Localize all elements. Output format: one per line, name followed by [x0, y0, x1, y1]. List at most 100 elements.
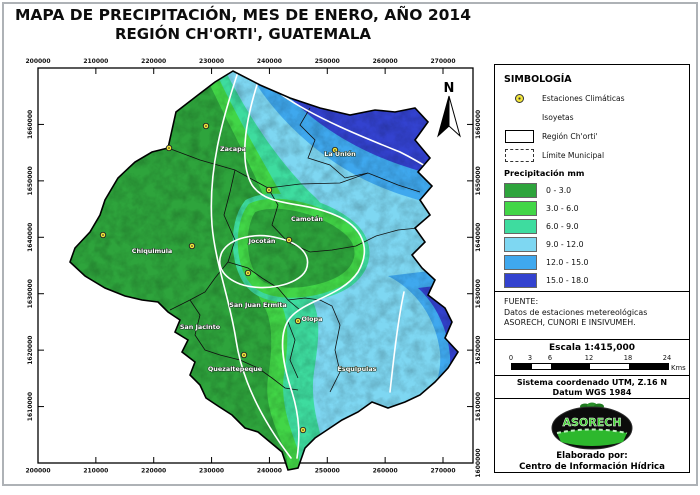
axis-label-top: 260000	[373, 58, 398, 65]
municipality-label: San Jacinto	[180, 323, 221, 331]
scale-tick: 0	[508, 354, 514, 362]
axis-label-left: 1650000	[27, 166, 34, 195]
municipality-label: Chiquimula	[132, 247, 172, 255]
municipality-label: La Unión	[324, 150, 356, 158]
credits-box: ASORECH Elaborado por: Centro de Informa…	[494, 398, 690, 473]
municipal-boundary	[299, 107, 369, 179]
municipal-boundary	[189, 299, 221, 356]
north-arrow: N	[437, 81, 461, 138]
axis-label-top: 250000	[315, 58, 340, 65]
isoyeta-line	[218, 234, 309, 289]
isoyeta-line	[389, 291, 405, 393]
station-marker-dot	[268, 189, 270, 191]
legend-isolines-label: Isoyetas	[542, 112, 574, 122]
axis-label-right: 1650000	[475, 166, 482, 195]
municipality-label: Jocotán	[248, 237, 276, 245]
source-line-2: ASORECH, CUNORI E INSIVUMEH.	[504, 318, 636, 328]
north-label: N	[444, 81, 455, 96]
scale-tick: 3	[527, 354, 533, 362]
precip-swatch	[504, 237, 537, 252]
legend-box: SIMBOLOGÍA Estaciones Climáticas Isoyeta…	[494, 64, 690, 292]
scale-title: Escala 1:415,000	[548, 343, 636, 353]
station-marker-dot	[243, 354, 245, 356]
scale-tick: 18	[623, 354, 633, 362]
municipal-boundary	[287, 297, 341, 393]
legend-stations-label: Estaciones Climáticas	[542, 93, 625, 103]
scale-tick: 6	[547, 354, 553, 362]
axis-label-bottom: 220000	[141, 468, 166, 475]
axis-label-right: 1610000	[475, 392, 482, 421]
map-title: MAPA DE PRECIPITACIÓN, MES DE ENERO, AÑO…	[8, 6, 478, 44]
precip-header: Precipitación mm	[504, 168, 585, 178]
axis-label-top: 210000	[83, 58, 108, 65]
precip-swatch	[504, 183, 537, 198]
axis-label-bottom: 270000	[430, 468, 455, 475]
scale-box: Escala 1:415,000 0 3 6 12 18 24 Kms	[494, 339, 690, 376]
isoyeta-line	[210, 71, 292, 459]
axis-label-left: 1660000	[27, 110, 34, 139]
coordinate-system-line-2: Datum WGS 1984	[552, 388, 632, 398]
axis-label-bottom: 250000	[315, 468, 340, 475]
municipal-boundaries	[167, 107, 421, 393]
legend-item-isolines: Isoyetas	[504, 111, 680, 123]
credit-line-1: Elaborado por:	[556, 451, 628, 461]
legend-region-label: Región Ch'orti'	[542, 131, 598, 141]
region-symbol-icon	[504, 129, 534, 143]
precip-range: 9.0 - 12.0	[546, 240, 584, 249]
coordinate-system-line-1: Sistema coordenado UTM, Z.16 N	[516, 378, 668, 387]
isoyeta-line	[244, 71, 366, 459]
municipality-label: San Juan Ermita	[229, 301, 286, 309]
axis-label-top: 270000	[430, 58, 455, 65]
precip-range: 6.0 - 9.0	[546, 222, 579, 231]
station-symbol-icon	[514, 93, 524, 103]
axis-label-right: 1630000	[475, 279, 482, 308]
axis-label-top: 240000	[257, 58, 282, 65]
municipality-label: Camotán	[291, 215, 323, 223]
credit-line-2: Centro de Información Hídrica	[519, 462, 665, 473]
title-line-2: REGIÓN CH'ORTI', GUATEMALA	[115, 25, 371, 44]
station-marker-dot	[168, 147, 170, 149]
legend-item-stations: Estaciones Climáticas	[504, 92, 680, 104]
station-marker-dot	[297, 320, 299, 322]
legend-item-municipal: Límite Municipal	[504, 148, 680, 162]
precip-swatch	[504, 273, 537, 288]
precip-range: 12.0 - 15.0	[546, 258, 589, 267]
municipality-label: Esquipulas	[338, 365, 377, 373]
axis-label-bottom: 210000	[83, 468, 108, 475]
municipality-label: Olopa	[302, 315, 323, 323]
municipal-boundary	[167, 147, 421, 193]
axis-label-bottom: 230000	[199, 468, 224, 475]
precip-range: 3.0 - 6.0	[546, 204, 579, 213]
municipality-labels: Zacapa La Unión Camotán Jocotán Chiquimula Sa…	[131, 144, 377, 373]
municipal-boundary	[227, 261, 301, 311]
station-marker-dot	[247, 272, 249, 274]
title-line-1: MAPA DE PRECIPITACIÓN, MES DE ENERO, AÑO…	[14, 6, 471, 24]
source-line-1: Datos de estaciones metereológicas	[504, 308, 648, 317]
axis-label-top: 230000	[199, 58, 224, 65]
municipal-boundary	[287, 321, 299, 379]
axis-label-left: 1610000	[27, 392, 34, 421]
scale-tick: 12	[584, 354, 594, 362]
municipal-symbol-icon	[504, 148, 534, 162]
logo-text: ASORECH	[562, 416, 621, 429]
axis-label-right: 1660000	[475, 110, 482, 139]
axis-label-right: 1620000	[475, 336, 482, 365]
precip-swatch	[504, 201, 537, 216]
scale-bar-strip	[511, 363, 669, 370]
axis-label-bottom: 200000	[25, 468, 50, 475]
asorech-logo: ASORECH	[551, 402, 633, 450]
precip-range: 15.0 - 18.0	[546, 276, 589, 285]
coordinate-system-box: Sistema coordenado UTM, Z.16 N Datum WGS…	[494, 375, 690, 399]
station-marker-dot	[191, 245, 193, 247]
axis-labels: 200000 210000 220000 230000 240000 250000 2600…	[25, 58, 482, 478]
municipality-label: Zacapa	[220, 145, 246, 153]
station-marker-dot	[102, 234, 104, 236]
station-marker-dot	[334, 149, 336, 151]
legend-municipal-label: Límite Municipal	[542, 150, 605, 160]
axis-label-top: 200000	[25, 58, 50, 65]
source-header: FUENTE:	[504, 297, 539, 306]
municipal-boundary	[267, 187, 419, 253]
axis-label-top: 220000	[141, 58, 166, 65]
municipal-boundary	[219, 354, 299, 391]
